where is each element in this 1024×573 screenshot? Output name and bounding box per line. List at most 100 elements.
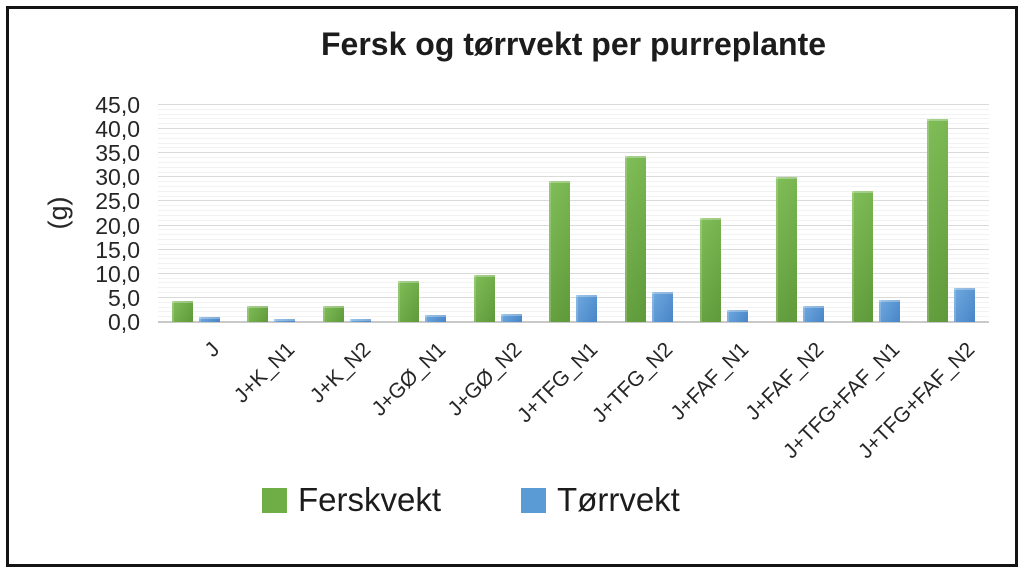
bars-container [158, 105, 989, 322]
gridline-major [158, 248, 989, 250]
bar-torrvekt [274, 318, 296, 322]
gridline-minor [158, 306, 989, 308]
gridline-minor [158, 132, 989, 134]
bar-torrvekt [576, 295, 598, 322]
gridline-minor [158, 185, 989, 187]
legend-item-ferskvekt: Ferskvekt [262, 481, 441, 519]
bar-group [851, 105, 900, 322]
y-tick-label: 15,0 [95, 236, 140, 263]
x-tick-label: J+TFG_N1 [512, 338, 602, 428]
x-tick-label: J+FAF_N2 [741, 338, 829, 425]
x-tick-label: J+TFG+FAF_N2 [854, 338, 980, 464]
gridline-minor [158, 166, 989, 168]
gridline-major [158, 200, 989, 202]
gridline-minor [158, 316, 989, 318]
plot-area [158, 104, 989, 323]
legend-item-torrvekt: Tørrvekt [521, 481, 680, 519]
gridline-minor [158, 243, 989, 245]
bar-ferskvekt [473, 274, 495, 322]
gridline-minor [158, 161, 989, 163]
gridline-minor [158, 311, 989, 313]
bar-ferskvekt [624, 156, 646, 322]
gridline-minor [158, 137, 989, 139]
gridline-minor [158, 253, 989, 255]
bar-ferskvekt [549, 181, 571, 322]
gridline-minor [158, 229, 989, 231]
bar-torrvekt [954, 288, 976, 322]
legend-label-torrvekt: Tørrvekt [557, 481, 680, 518]
gridline-minor [158, 181, 989, 183]
gridline-minor [158, 113, 989, 115]
x-tick-label: J+FAF_N1 [666, 338, 753, 425]
gridline-minor [158, 214, 989, 216]
bar-group [473, 105, 522, 322]
y-tick-label: 30,0 [95, 164, 140, 191]
bar-group [624, 105, 673, 322]
y-tick-label: 35,0 [95, 140, 140, 167]
gridline-minor [158, 195, 989, 197]
gridline-minor [158, 205, 989, 207]
gridline-minor [158, 239, 989, 241]
bar-torrvekt [727, 310, 749, 322]
gridline-major [158, 272, 989, 274]
chart-title: Fersk og tørrvekt per purreplante [320, 26, 827, 62]
y-tick-label: 0,0 [108, 309, 140, 335]
y-tick-label: 20,0 [95, 212, 140, 239]
gridline-minor [158, 301, 989, 303]
bar-group [549, 105, 598, 322]
gridline-minor [158, 219, 989, 221]
gridline-major [158, 152, 989, 154]
gridline-minor [158, 118, 989, 120]
gridline-minor [158, 282, 989, 284]
bar-torrvekt [803, 306, 825, 322]
gridline-minor [158, 210, 989, 212]
gridline-minor [158, 258, 989, 260]
x-axis-line [158, 321, 989, 323]
y-tick-label: 25,0 [95, 188, 140, 215]
gridline-minor [158, 287, 989, 289]
legend: Ferskvekt Tørrvekt [262, 481, 680, 519]
gridline-minor [158, 171, 989, 173]
bar-torrvekt [651, 292, 673, 322]
x-tick-label: J+TFG+FAF_N1 [778, 338, 904, 464]
bar-torrvekt [500, 313, 522, 322]
y-tick-label: 45,0 [95, 92, 140, 118]
gridline-minor [158, 292, 989, 294]
gridline-major [158, 104, 989, 105]
bar-ferskvekt [322, 306, 344, 322]
gridline-major [158, 176, 989, 178]
y-tick-label: 5,0 [108, 284, 140, 311]
bar-ferskvekt [700, 218, 722, 322]
bar-ferskvekt [851, 190, 873, 322]
bar-group [776, 105, 825, 322]
x-tick-label: J+TFG_N2 [588, 338, 678, 428]
x-tick-label: J+K_N1 [230, 338, 300, 408]
bar-group [322, 105, 371, 322]
bar-torrvekt [198, 317, 220, 322]
x-tick-label: J+GØ_N2 [443, 338, 527, 421]
gridline-minor [158, 157, 989, 159]
bar-ferskvekt [171, 300, 193, 322]
bar-ferskvekt [247, 306, 269, 322]
gridline-minor [158, 267, 989, 269]
bar-group [247, 105, 296, 322]
x-tick-label: J [200, 338, 225, 362]
bar-torrvekt [878, 299, 900, 322]
bar-group [700, 105, 749, 322]
bar-group [398, 105, 447, 322]
gridline-minor [158, 108, 989, 110]
y-tick-label: 10,0 [95, 260, 140, 287]
bar-torrvekt [349, 318, 371, 322]
bar-torrvekt [425, 315, 447, 322]
gridline-minor [158, 234, 989, 236]
legend-label-ferskvekt: Ferskvekt [298, 481, 442, 518]
gridline-major [158, 296, 989, 298]
bar-ferskvekt [398, 281, 420, 322]
gridline-minor [158, 263, 989, 265]
gridline-minor [158, 277, 989, 279]
gridline-major [158, 128, 989, 130]
gridline-minor [158, 190, 989, 192]
gridline-minor [158, 123, 989, 125]
gridline-major [158, 224, 989, 226]
